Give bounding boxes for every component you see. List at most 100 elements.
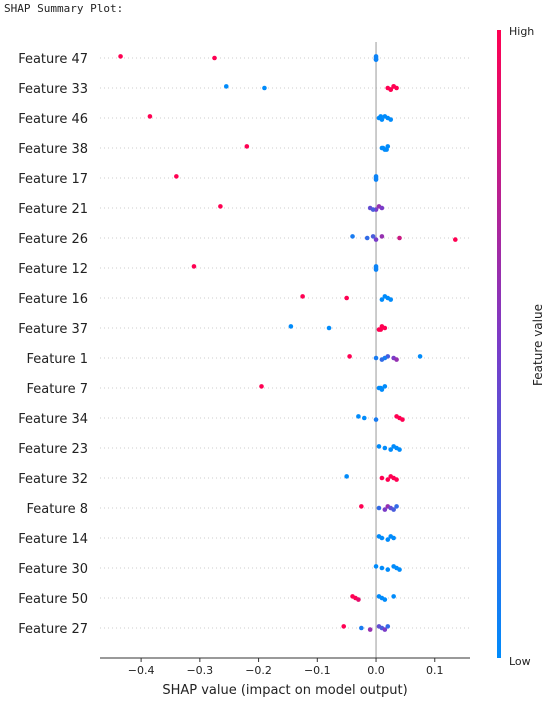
feature-labels: Feature 47 Feature 33 Feature 46 Feature 38… <box>18 52 88 637</box>
shap-point <box>397 447 402 452</box>
x-axis: −0.4 −0.3 −0.2 −0.1 0.0 0.1 <box>100 657 470 677</box>
feature-label: Feature 17 <box>18 172 88 187</box>
shap-point <box>373 264 379 269</box>
feature-label: Feature 27 <box>18 622 88 637</box>
shap-point <box>379 565 385 571</box>
feature-label: Feature 16 <box>18 292 88 307</box>
shap-point <box>394 504 399 509</box>
shap-point <box>380 145 386 151</box>
shap-point <box>326 325 332 331</box>
shap-point <box>212 55 217 61</box>
shap-point <box>391 535 396 541</box>
shap-point <box>391 507 396 512</box>
shap-point <box>453 237 458 242</box>
shap-point <box>288 324 294 329</box>
x-tick-label: −0.4 <box>128 664 155 677</box>
shap-point <box>361 415 367 421</box>
shap-point <box>370 207 376 212</box>
shap-point <box>379 234 385 239</box>
shap-point <box>373 174 379 179</box>
feature-label: Feature 50 <box>18 592 88 607</box>
feature-label: Feature 14 <box>18 532 88 547</box>
shap-point <box>384 147 389 152</box>
feature-label: Feature 1 <box>26 352 88 367</box>
shap-point <box>356 414 361 419</box>
feature-label: Feature 26 <box>18 232 88 247</box>
shap-point <box>382 445 388 451</box>
shap-point <box>388 297 394 302</box>
feature-label: Feature 7 <box>26 382 88 397</box>
shap-point <box>364 235 370 241</box>
shap-point <box>356 597 361 602</box>
shap-point <box>174 174 179 179</box>
shap-point <box>370 234 376 239</box>
shap-point <box>350 234 355 239</box>
shap-point <box>367 627 373 632</box>
shap-point <box>385 537 391 542</box>
shap-point <box>417 354 423 359</box>
shap-point <box>191 264 197 269</box>
shap-point <box>379 297 385 302</box>
feature-label: Feature 8 <box>26 502 88 517</box>
shap-point <box>385 85 391 91</box>
feature-label: Feature 47 <box>18 52 88 67</box>
shap-point <box>397 567 402 572</box>
shap-point <box>394 477 399 482</box>
shap-point <box>373 417 379 422</box>
shap-point <box>373 237 379 242</box>
shap-point <box>359 504 364 509</box>
shap-point <box>244 144 250 149</box>
shap-point <box>373 564 379 569</box>
shap-point <box>382 507 388 512</box>
feature-label: Feature 12 <box>18 262 88 277</box>
shap-point <box>376 505 382 511</box>
shap-point <box>118 54 123 59</box>
shap-point <box>382 627 388 632</box>
shap-point <box>376 444 382 449</box>
shap-point <box>373 177 379 182</box>
shap-point <box>373 267 379 272</box>
shap-point <box>223 84 229 89</box>
shap-point <box>262 85 267 91</box>
feature-label: Feature 30 <box>18 562 88 577</box>
feature-label: Feature 46 <box>18 112 88 127</box>
shap-point <box>397 235 402 241</box>
shap-point <box>382 384 388 389</box>
colorbar-high-label: High <box>509 25 534 38</box>
shap-point <box>300 294 305 299</box>
colorbar-low-label: Low <box>509 655 531 668</box>
shap-point <box>373 57 379 62</box>
shap-point <box>391 84 396 89</box>
shap-point <box>344 295 349 301</box>
shap-point <box>359 625 364 631</box>
feature-label: Feature 32 <box>18 472 88 487</box>
shap-point <box>394 357 399 362</box>
shap-point <box>378 114 384 119</box>
shap-point <box>379 205 385 211</box>
shap-point <box>388 447 394 452</box>
x-tick-label: 0.1 <box>426 664 444 677</box>
shap-point <box>379 535 385 541</box>
x-tick-label: 0.0 <box>367 664 385 677</box>
x-axis-title: SHAP value (impact on model output) <box>162 683 407 698</box>
shap-point <box>373 355 379 361</box>
data-points <box>118 54 458 632</box>
shap-point <box>218 204 223 209</box>
shap-point <box>382 597 388 602</box>
feature-label: Feature 38 <box>18 142 88 157</box>
shap-point <box>347 354 352 359</box>
shap-point <box>344 474 349 479</box>
shap-point <box>385 567 391 572</box>
x-tick-label: −0.1 <box>304 664 331 677</box>
shap-point <box>385 624 391 629</box>
colorbar-title: Feature value <box>531 304 545 386</box>
shap-point <box>385 477 391 482</box>
row-gridlines <box>100 57 470 629</box>
shap-point <box>382 325 388 331</box>
feature-label: Feature 37 <box>18 322 88 337</box>
output-header: SHAP Summary Plot: <box>4 2 124 15</box>
shap-point <box>378 327 384 332</box>
shap-point <box>379 475 385 481</box>
shap-point <box>400 417 405 422</box>
